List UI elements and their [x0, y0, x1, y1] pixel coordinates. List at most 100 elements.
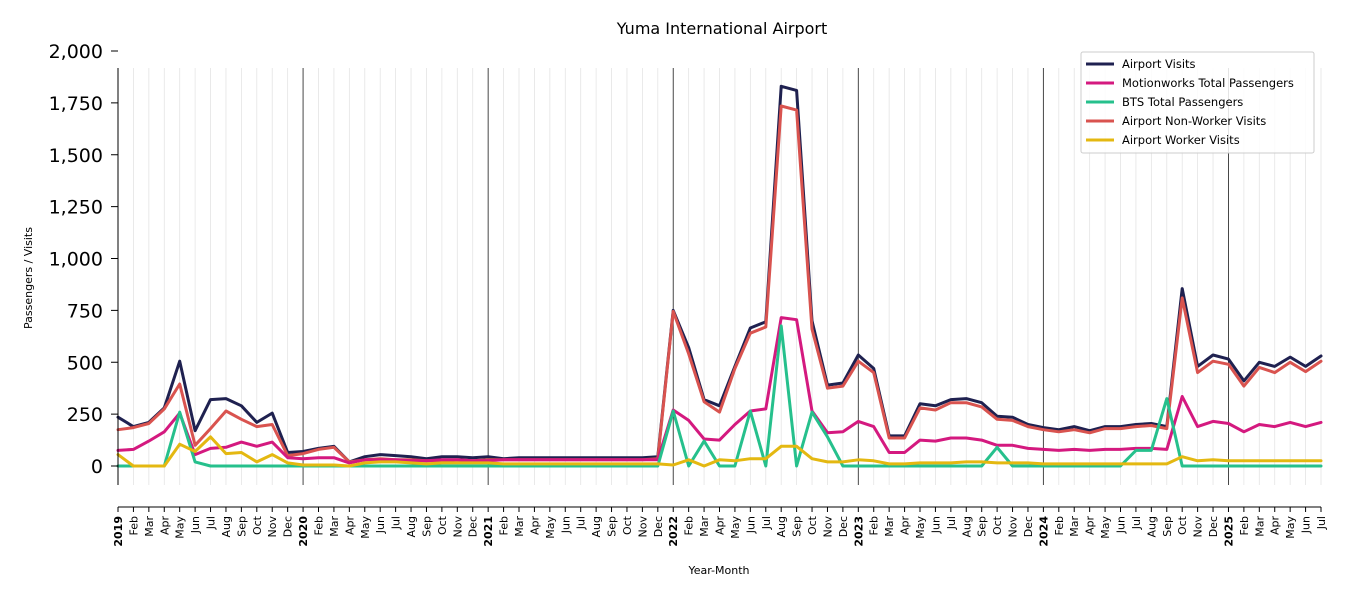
x-tick-label: Mar [698, 516, 711, 537]
x-tick-label: Sep [976, 516, 989, 537]
legend-label: Airport Non-Worker Visits [1122, 114, 1266, 128]
x-tick-label: May [1099, 516, 1112, 539]
x-tick-label: Aug [775, 516, 788, 537]
x-tick-label: Aug [1145, 516, 1158, 537]
x-tick-label: Apr [899, 516, 912, 536]
x-tick-label: Oct [991, 515, 1004, 535]
x-tick-label: Dec [652, 516, 665, 537]
x-tick-label: Sep [791, 516, 804, 537]
y-axis-label: Passengers / Visits [22, 227, 35, 329]
y-tick-label: 1,500 [49, 145, 103, 167]
x-tick-label: Apr [1269, 516, 1282, 536]
legend-label: Motionworks Total Passengers [1122, 76, 1294, 90]
x-tick-label: Mar [513, 516, 526, 537]
x-tick-label: Jun [929, 516, 942, 534]
x-tick-label: Jul [390, 516, 403, 530]
x-tick-label-year: 2023 [852, 516, 865, 547]
y-ticks: 0 250 500 750 1,000 1,250 1,500 1,750 2,000 [49, 41, 118, 478]
x-tick-label: Aug [590, 516, 603, 537]
series-line-airport-worker-visits [116, 435, 1323, 468]
x-tick-label: Apr [158, 516, 171, 536]
x-tick-label: Oct [621, 515, 634, 535]
x-tick-label: Nov [1192, 516, 1205, 538]
x-tick-label: Jul [1315, 516, 1328, 530]
grid [117, 68, 1322, 485]
x-tick-label: Jun [374, 516, 387, 534]
x-tick-label: Jul [1130, 516, 1143, 530]
x-tick-label: May [729, 516, 742, 539]
x-tick-label: May [914, 516, 927, 539]
chart-title: Yuma International Airport [616, 19, 828, 38]
x-axis-label: Year-Month [687, 564, 749, 577]
x-tick-label: May [544, 516, 557, 539]
y-tick-label: 0 [91, 456, 103, 478]
y-tick-label: 2,000 [49, 41, 103, 63]
x-tick-label: May [359, 516, 372, 539]
y-tick-label: 750 [67, 300, 103, 322]
x-tick-label: Nov [636, 516, 649, 538]
x-tick-label: Oct [251, 515, 264, 535]
x-tick-label: May [174, 516, 187, 539]
legend-box [1080, 51, 1315, 154]
x-tick-label: Sep [235, 516, 248, 537]
x-tick-label: Dec [1022, 516, 1035, 537]
x-tick-label: Nov [451, 516, 464, 538]
x-tick-label: Jun [559, 516, 572, 534]
x-tick-label: Feb [1053, 516, 1066, 535]
x-tick-label: Apr [528, 516, 541, 536]
x-tick-label: Feb [127, 516, 140, 535]
x-tick-label: Jun [1300, 516, 1313, 534]
x-tick-label: Sep [1161, 516, 1174, 537]
x-tick-label: Jun [1115, 516, 1128, 534]
x-tick-label: Oct [1176, 515, 1189, 535]
x-tick-label: Nov [821, 516, 834, 538]
x-tick-label: Jun [744, 516, 757, 534]
x-tick-label: Aug [220, 516, 233, 537]
x-tick-label: Oct [806, 515, 819, 535]
x-tick-label: Nov [266, 516, 279, 538]
x-tick-label: Sep [420, 516, 433, 537]
x-tick-label: Aug [960, 516, 973, 537]
x-tick-label: Dec [282, 516, 295, 537]
x-tick-label: Nov [1007, 516, 1020, 538]
y-tick-label: 250 [67, 404, 103, 426]
x-tick-label: Feb [683, 516, 696, 535]
x-tick-label: May [1284, 516, 1297, 539]
y-tick-label: 500 [67, 352, 103, 374]
x-tick-label: Feb [1238, 516, 1251, 535]
legend-entries: Airport Visits Motionworks Total Passenge… [1086, 57, 1294, 147]
series-lines [116, 84, 1323, 468]
x-tick-label: Apr [1084, 516, 1097, 536]
legend: Airport Visits Motionworks Total Passenge… [1080, 51, 1315, 154]
x-tick-label-year: 2019 [112, 516, 125, 547]
x-tick-label: Mar [1253, 516, 1266, 537]
legend-label: Airport Worker Visits [1122, 133, 1240, 147]
legend-label: BTS Total Passengers [1122, 95, 1243, 109]
x-tick-label: Jun [189, 516, 202, 534]
x-tick-label: Dec [837, 516, 850, 537]
x-tick-label: Feb [313, 516, 326, 535]
x-tick-label: Feb [498, 516, 511, 535]
y-tick-label: 1,000 [49, 249, 103, 271]
legend-label: Airport Visits [1122, 57, 1196, 71]
x-ticks: 2019 Feb Mar Apr May Jun Jul Aug Sep Oct Nov Dec 202… [112, 507, 1328, 547]
x-tick-label: Apr [343, 516, 356, 536]
x-tick-label-year: 2022 [667, 516, 680, 547]
x-tick-label: Mar [883, 516, 896, 537]
x-tick-label: Mar [1068, 516, 1081, 537]
series-line-airport-non-worker-visits [116, 104, 1323, 464]
x-tick-label: Aug [405, 516, 418, 537]
x-tick-label-year: 2025 [1222, 516, 1235, 547]
x-tick-label: Dec [467, 516, 480, 537]
x-tick-label-year: 2021 [482, 516, 495, 547]
x-tick-label: Jul [945, 516, 958, 530]
y-tick-label: 1,750 [49, 93, 103, 115]
x-tick-label: Dec [1207, 516, 1220, 537]
x-tick-label: Apr [714, 516, 727, 536]
x-tick-label: Mar [328, 516, 341, 537]
x-tick-label-year: 2024 [1037, 516, 1050, 547]
x-tick-label: Jul [575, 516, 588, 530]
series-line-motionworks-total-passengers [116, 316, 1323, 465]
